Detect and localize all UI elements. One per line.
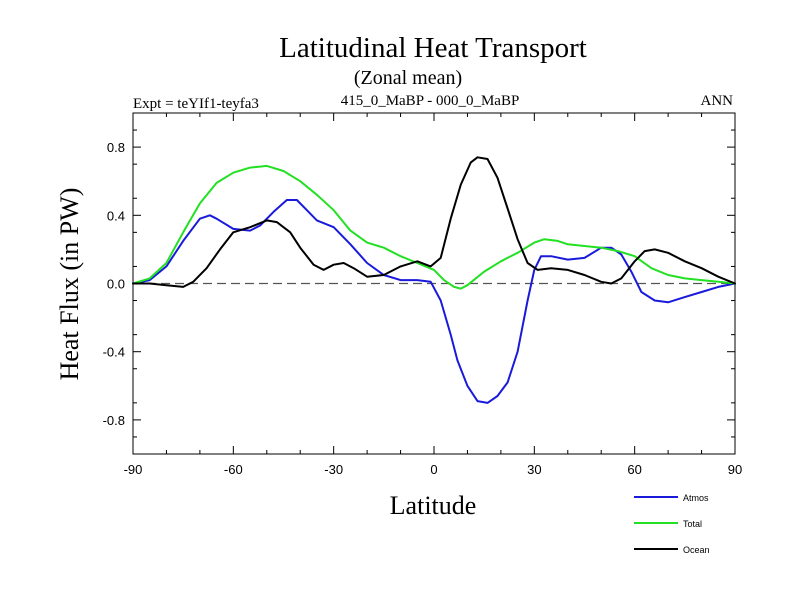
x-tick-label: 90 <box>728 462 742 477</box>
x-tick-label: -90 <box>124 462 143 477</box>
season-label: ANN <box>701 93 734 109</box>
y-tick-label: 0.8 <box>107 140 125 155</box>
plot-area: -90 -60 -30 0 30 60 90 -0.8 -0.4 0.0 0.4 0.8 <box>103 112 742 477</box>
chart-subtitle: (Zonal mean) <box>354 67 462 89</box>
legend-label-total: Total <box>683 519 702 529</box>
series-line-ocean <box>132 156 736 288</box>
y-tick-label: 0.4 <box>107 208 125 223</box>
legend: Atmos Total Ocean <box>634 493 710 555</box>
y-axis-label: Heat Flux (in PW) <box>55 188 84 381</box>
experiment-label: Expt = teYIf1-teyfa3 <box>133 96 259 112</box>
x-tick-label: 0 <box>430 462 437 477</box>
chart-title: Latitudinal Heat Transport <box>279 32 587 64</box>
y-tick-label: -0.8 <box>103 413 125 428</box>
y-tick-label: -0.4 <box>103 345 125 360</box>
series-line-atmos <box>132 199 736 404</box>
x-axis-label: Latitude <box>390 491 477 520</box>
period-label: 415_0_MaBP - 000_0_MaBP <box>341 93 520 109</box>
y-tick-label: 0.0 <box>107 277 125 292</box>
x-tick-label: 60 <box>627 462 641 477</box>
series-line-total <box>132 164 736 290</box>
legend-label-atmos: Atmos <box>683 493 709 503</box>
legend-label-ocean: Ocean <box>683 545 710 555</box>
x-tick-label: 30 <box>527 462 541 477</box>
x-tick-label: -30 <box>324 462 343 477</box>
x-tick-label: -60 <box>224 462 243 477</box>
